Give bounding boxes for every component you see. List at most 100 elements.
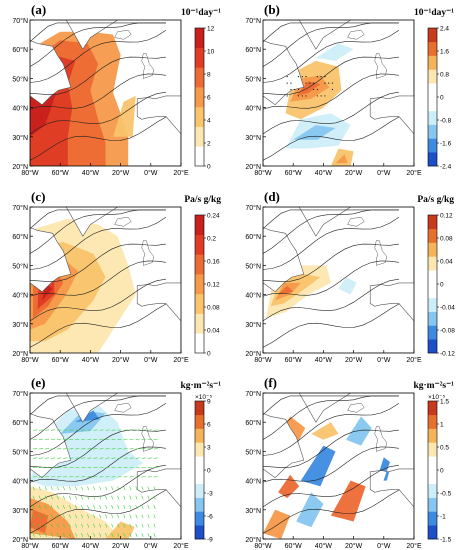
colorbar-swatch <box>428 428 437 443</box>
flux-vector <box>105 486 108 491</box>
flux-vector <box>69 476 74 478</box>
flux-vector <box>147 486 150 491</box>
significance-dot <box>290 82 292 84</box>
lat-tick-label: 50°N <box>245 262 261 270</box>
flux-vector <box>153 457 158 459</box>
lon-tick-label: 0°W <box>377 542 391 550</box>
flux-vector <box>123 533 126 537</box>
isotherm-line <box>263 446 399 483</box>
isotherm-line <box>30 395 166 416</box>
flux-vector <box>111 448 116 450</box>
flux-vector <box>75 438 80 441</box>
colorbar-swatch <box>195 333 204 354</box>
colorbar-tick-label: 0 <box>440 468 444 475</box>
flux-vector <box>69 448 74 450</box>
flux-vector <box>117 457 122 459</box>
flux-vector <box>129 476 134 478</box>
flux-vector <box>153 438 158 441</box>
colorbar-tick-label: -1.6 <box>440 141 452 148</box>
flux-vector <box>69 429 74 431</box>
field-region <box>300 445 336 487</box>
flux-vector <box>99 466 104 469</box>
lon-tick-label: 20°W <box>112 542 130 550</box>
colorbar-tick-label: 4 <box>207 118 211 125</box>
flux-vector <box>129 523 132 528</box>
flux-vector <box>87 438 92 441</box>
lon-tick-label: 80°W <box>254 169 272 177</box>
colorbar-swatch <box>428 69 437 84</box>
flux-vector <box>51 466 56 469</box>
lon-tick-label: 40°W <box>315 542 333 550</box>
flux-vector <box>51 429 56 431</box>
lat-tick-label: 40°N <box>12 478 28 486</box>
flux-vector <box>141 505 144 509</box>
flux-vector <box>51 476 56 478</box>
flux-vector <box>141 533 144 537</box>
map-panel: 20°N 30°N 40°N 50°N 60°N 70°N 80°W 60°W 40°W 20°W… <box>245 189 455 364</box>
field-layer <box>263 20 414 166</box>
map-panel: 20°N 30°N 40°N 50°N 60°N 70°N 80°W 60°W 40°W 20°W… <box>245 375 454 550</box>
flux-vector <box>135 486 138 491</box>
panel-frame <box>262 19 415 167</box>
flux-vector <box>75 514 78 519</box>
flux-vector <box>50 495 53 500</box>
flux-vector <box>44 505 47 509</box>
flux-vector <box>45 438 50 441</box>
flux-vector <box>111 514 114 519</box>
flux-vector <box>99 495 102 500</box>
coastline <box>263 40 305 166</box>
colorbar-tick-label: 0.5 <box>440 445 449 452</box>
significance-dot <box>328 82 330 84</box>
colorbar-swatch <box>195 483 204 498</box>
colorbar-swatch <box>195 106 204 127</box>
flux-vector <box>32 457 38 459</box>
lon-tick-label: 40°W <box>315 169 333 177</box>
flux-vector <box>135 438 140 441</box>
flux-vector <box>105 466 110 469</box>
colorbar-swatch <box>428 83 437 98</box>
lon-tick-label: 20°E <box>173 356 189 364</box>
lat-tick-label: 50°N <box>12 262 28 270</box>
land-europe-africa <box>125 20 181 166</box>
flux-vector <box>147 448 152 450</box>
flux-vector <box>111 429 116 431</box>
flux-vector <box>56 486 59 491</box>
flux-vector <box>63 466 68 469</box>
flux-vector <box>117 495 120 500</box>
significance-dot <box>294 88 296 91</box>
flux-vector <box>81 505 84 509</box>
colorbar-swatch <box>428 339 437 354</box>
colorbar-swatch <box>428 110 437 125</box>
significance-dot <box>324 76 326 78</box>
flux-vector <box>123 476 128 478</box>
flux-vector <box>44 514 47 519</box>
flux-vector <box>93 523 96 528</box>
land-iceland <box>347 29 365 40</box>
flux-vector <box>87 495 90 500</box>
colorbar-tick-label: 0 <box>440 282 444 289</box>
land-north-america <box>30 40 71 166</box>
lat-tick-label: 30°N <box>12 321 28 329</box>
flux-vector <box>147 495 150 500</box>
isotherm-line <box>30 22 166 43</box>
lon-tick-label: 60°W <box>52 356 70 364</box>
flux-vector <box>147 533 150 537</box>
flux-vector <box>99 514 102 519</box>
flux-vector <box>99 505 102 509</box>
flux-vector <box>32 495 35 500</box>
multiplier-label: ×10⁻⁵ <box>195 394 212 401</box>
colorbar-swatch <box>195 126 204 147</box>
colorbar-swatch <box>428 442 437 457</box>
flux-vector <box>105 438 110 441</box>
flux-vector <box>38 514 41 519</box>
lat-tick-label: 70°N <box>12 204 28 212</box>
lon-tick-label: 20°E <box>406 542 422 550</box>
colorbar-swatch <box>428 311 437 326</box>
panel-label: (e) <box>31 375 45 390</box>
flux-vector <box>75 457 80 459</box>
flux-vector <box>111 495 114 500</box>
flux-vector <box>99 486 102 491</box>
flux-vector <box>75 533 78 537</box>
flux-vector <box>75 505 78 509</box>
